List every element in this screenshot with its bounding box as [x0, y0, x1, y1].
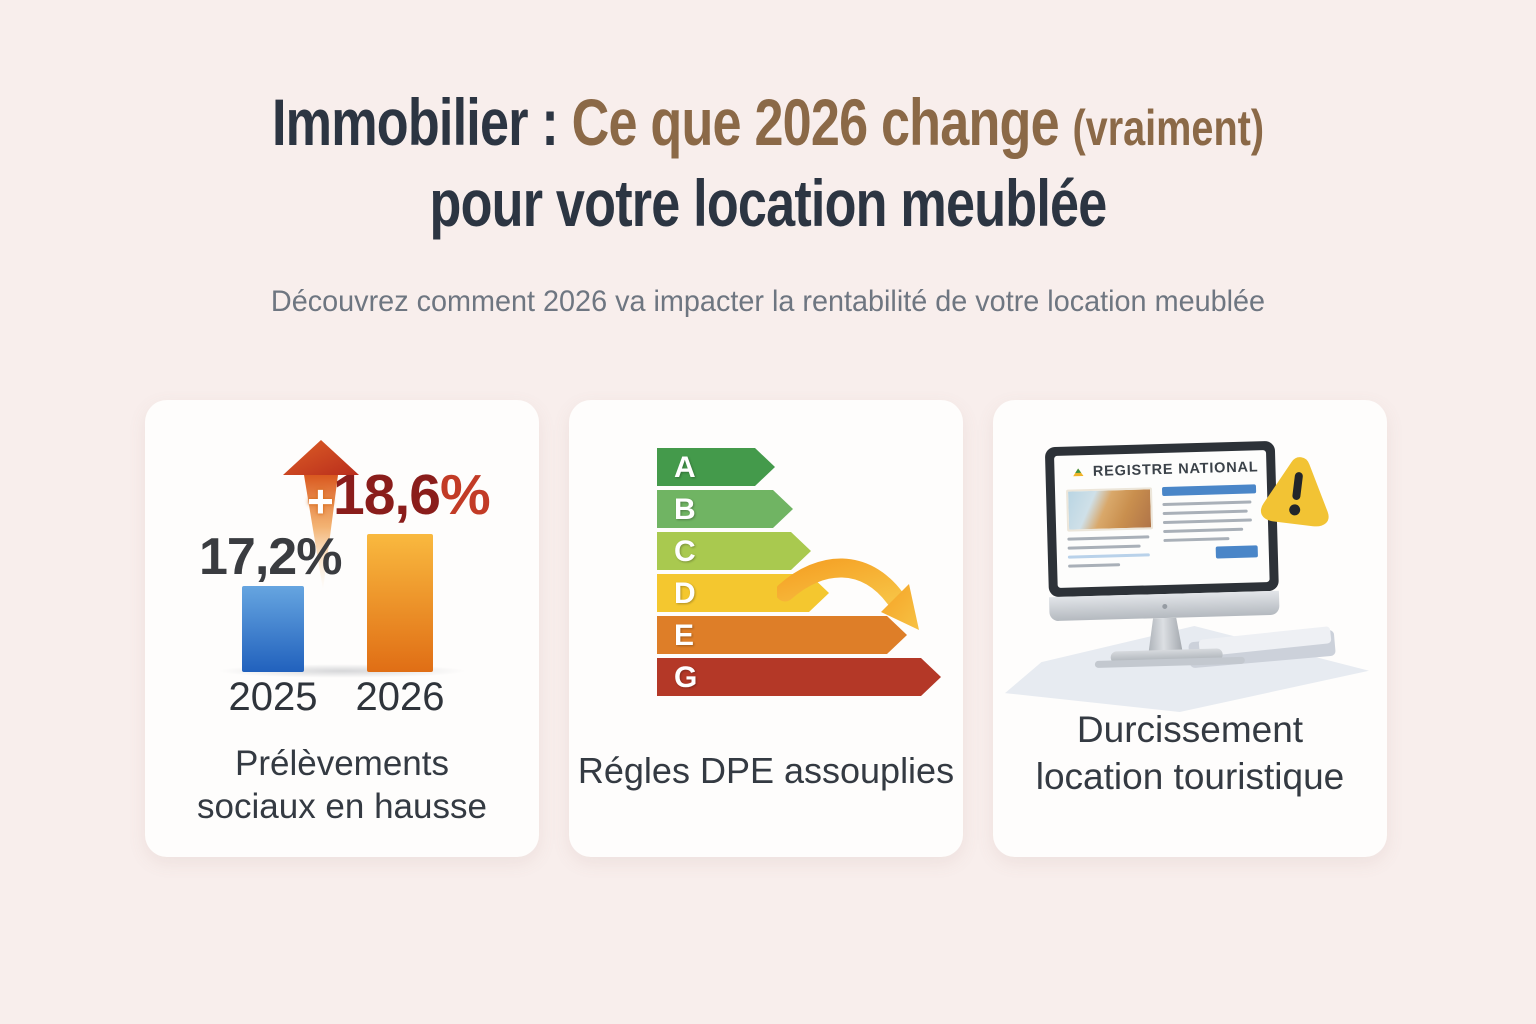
- cards-row: + 18,6% 17,2% 2025 2026 Prélèvements soc…: [145, 400, 1387, 857]
- year-label-2026: 2026: [355, 675, 445, 719]
- title-change-2026: Ce que 2026 change: [571, 85, 1073, 159]
- dpe-row-a: A: [657, 448, 775, 486]
- swoosh-arrow-icon: [777, 558, 919, 630]
- dpe-row-e: E: [657, 616, 907, 654]
- rise-arrow-icon: [283, 440, 359, 590]
- listing-photo: [1065, 487, 1154, 532]
- screen-left-column: [1065, 487, 1154, 573]
- monitor-illustration: REGISTRE NATIONAL: [1044, 440, 1281, 679]
- title-line-1: Immobilier : Ce que 2026 change (vraimen…: [161, 82, 1374, 163]
- dpe-scale: A B C D E G: [657, 448, 941, 700]
- value-2026: 18,6%: [333, 463, 491, 527]
- page-title: Immobilier : Ce que 2026 change (vraimen…: [0, 82, 1536, 243]
- title-line-2: pour votre location meublée: [429, 165, 1108, 240]
- card-caption: Durcissement location touristique: [1035, 709, 1345, 798]
- card-prelevements-sociaux: + 18,6% 17,2% 2025 2026 Prélèvements soc…: [145, 400, 539, 857]
- dpe-row-g: G: [657, 658, 941, 696]
- monitor-screen: REGISTRE NATIONAL: [1054, 450, 1270, 588]
- screen-body: [1055, 480, 1269, 574]
- bar-2026: [367, 534, 433, 672]
- dpe-row-b: B: [657, 490, 793, 528]
- monitor-stand: [1148, 618, 1183, 653]
- plus-sign: +: [307, 475, 334, 527]
- page-subtitle: Découvrez comment 2026 va impacter la re…: [270, 285, 1266, 319]
- monitor-chin: [1048, 590, 1280, 622]
- card-caption: Régles DPE assouplies: [577, 750, 955, 791]
- value-2025: 17,2%: [199, 528, 342, 586]
- dpe-row-c: C: [657, 532, 811, 570]
- screen-title-bar: [1161, 484, 1257, 496]
- bar-2025: [242, 586, 304, 672]
- title-immobilier: Immobilier :: [271, 85, 572, 159]
- screen-button: [1215, 545, 1258, 559]
- page-header: Immobilier : Ce que 2026 change (vraimen…: [0, 82, 1536, 319]
- warning-icon: [1260, 457, 1329, 527]
- card-regles-dpe: A B C D E G Régles DPE assouplies: [569, 400, 963, 857]
- screen-right-column: [1161, 484, 1258, 571]
- screen-title: REGISTRE NATIONAL: [1092, 459, 1259, 480]
- screen-header: REGISTRE NATIONAL: [1054, 450, 1267, 486]
- card-location-touristique: REGISTRE NATIONAL: [993, 400, 1387, 857]
- year-label-2025: 2025: [228, 675, 318, 719]
- monitor-bezel: REGISTRE NATIONAL: [1044, 440, 1279, 598]
- card-caption: Prélèvements sociaux en hausse: [197, 744, 487, 827]
- title-vraiment: (vraiment): [1072, 100, 1265, 156]
- logo-triangle-icon: [1073, 468, 1084, 477]
- monitor-logo-dot: [1162, 603, 1168, 610]
